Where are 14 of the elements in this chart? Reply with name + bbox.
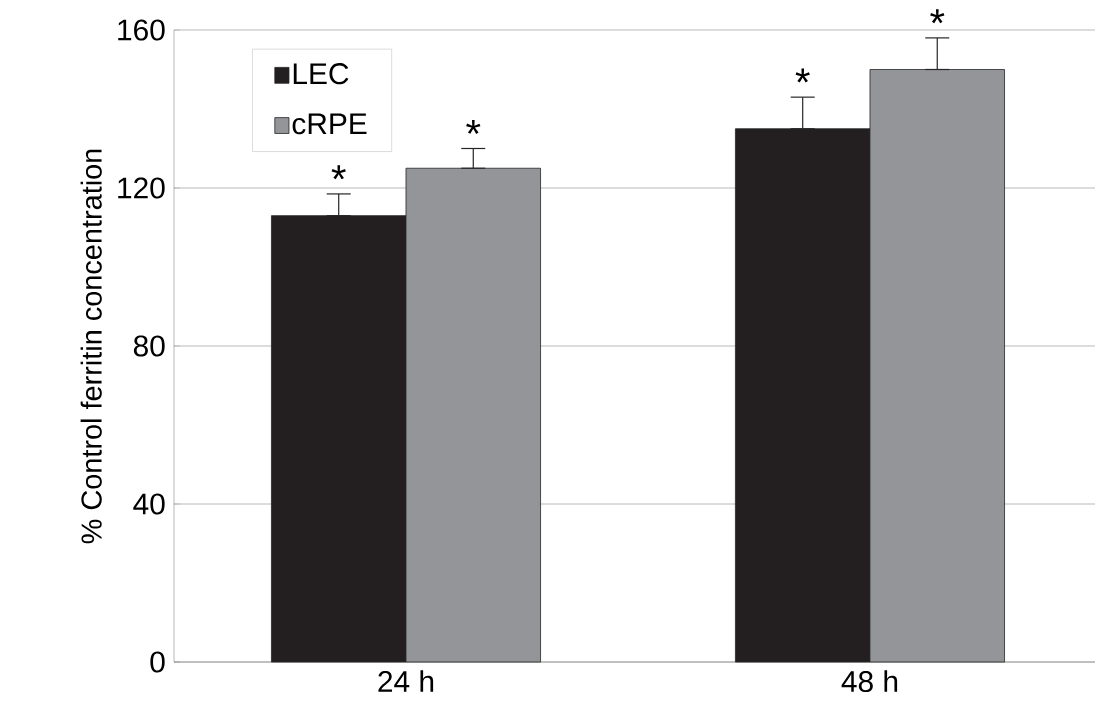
y-tick-label: 160 bbox=[118, 19, 165, 41]
y-tick-label: 80 bbox=[133, 335, 165, 357]
text: * bbox=[930, 9, 945, 24]
y-axis-title: % Control ferritin concentration bbox=[80, 149, 102, 544]
x-tick-label: 24 h bbox=[378, 670, 434, 692]
y-tick-label: 0 bbox=[150, 651, 165, 673]
y-tick-label: 120 bbox=[118, 177, 165, 199]
y-tick-label: 40 bbox=[133, 493, 165, 515]
legend-label: cRPE bbox=[292, 113, 367, 135]
annotation: * bbox=[331, 165, 346, 180]
annotation: * bbox=[466, 119, 481, 134]
x-tick-label: 48 h bbox=[841, 670, 898, 693]
legend-label: LEC bbox=[293, 63, 349, 85]
annotation: * bbox=[795, 68, 810, 83]
